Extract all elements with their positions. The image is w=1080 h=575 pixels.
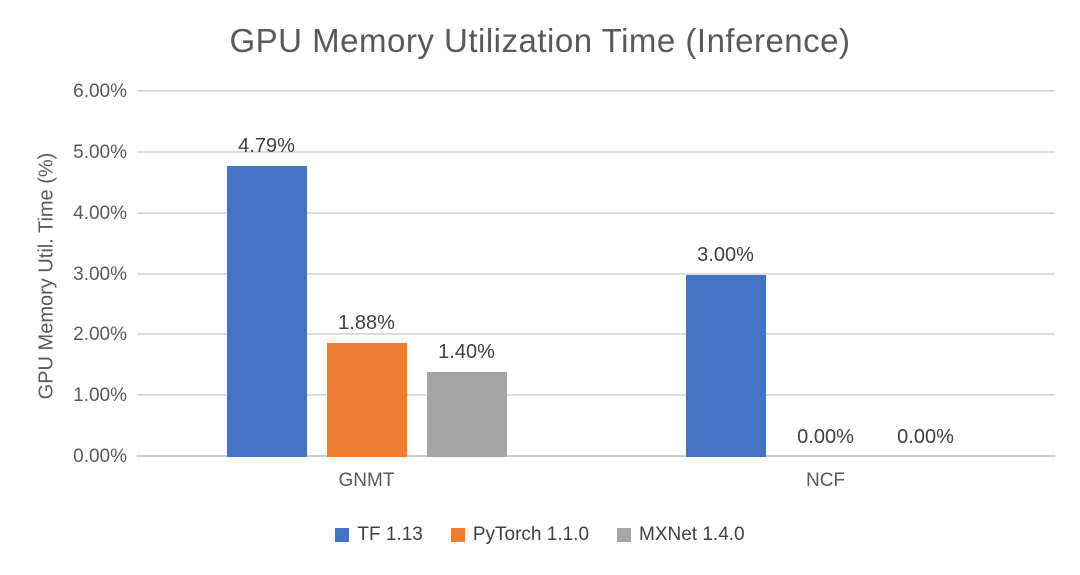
bar-gnmt-pytorch [326,342,407,457]
legend-label: PyTorch 1.1.0 [472,524,590,545]
legend-swatch-icon [450,528,465,542]
gridline [137,272,1055,275]
y-axis-tick-label: 3.00% [73,263,127,285]
data-label: 0.00% [897,426,954,448]
legend-label: TF 1.13 [357,524,423,545]
legend-swatch-icon [335,528,350,542]
y-axis-tick-label: 2.00% [73,324,127,346]
chart-title: GPU Memory Utilization Time (Inference) [229,22,851,59]
data-label: 0.00% [797,426,854,448]
gridline [137,90,1055,92]
data-label: 3.00% [697,243,754,266]
plot-area: 4.79% 1.88% 1.40% 3.00% 0.00% 0.00% [137,90,1055,457]
y-axis-tick-label: 5.00% [73,141,127,163]
gridline [137,394,1055,397]
legend-swatch-icon [617,528,632,542]
x-axis-label: NCF [805,470,846,491]
data-label: 4.79% [238,134,295,157]
legend-item: TF 1.13 [335,524,423,546]
gridline [137,211,1055,214]
legend-label: MXNet 1.4.0 [639,524,745,545]
bar-ncf-tf [685,274,766,457]
gridline [137,333,1055,336]
bar-gnmt-tf [226,165,307,457]
gridline [137,150,1055,153]
x-axis-label: GNMT [338,470,395,491]
y-axis-tick-label: 0.00% [73,446,127,467]
data-label: 1.88% [338,311,395,334]
legend-item: MXNet 1.4.0 [617,524,745,546]
legend-item: PyTorch 1.1.0 [450,524,590,546]
y-axis-tick-label: 6.00% [73,81,127,102]
data-label: 1.40% [438,340,495,363]
y-axis-tick-label: 1.00% [73,385,127,407]
gridline [137,455,1055,457]
y-axis-ticks: 0.00% 1.00% 2.00% 3.00% 4.00% 5.00% 6.00% [0,81,127,467]
legend: TF 1.13 PyTorch 1.1.0 MXNet 1.4.0 [0,524,1080,546]
y-axis-tick-label: 4.00% [73,202,127,224]
bar-gnmt-mxnet [426,371,507,457]
x-axis: GNMT NCF [137,462,1055,498]
